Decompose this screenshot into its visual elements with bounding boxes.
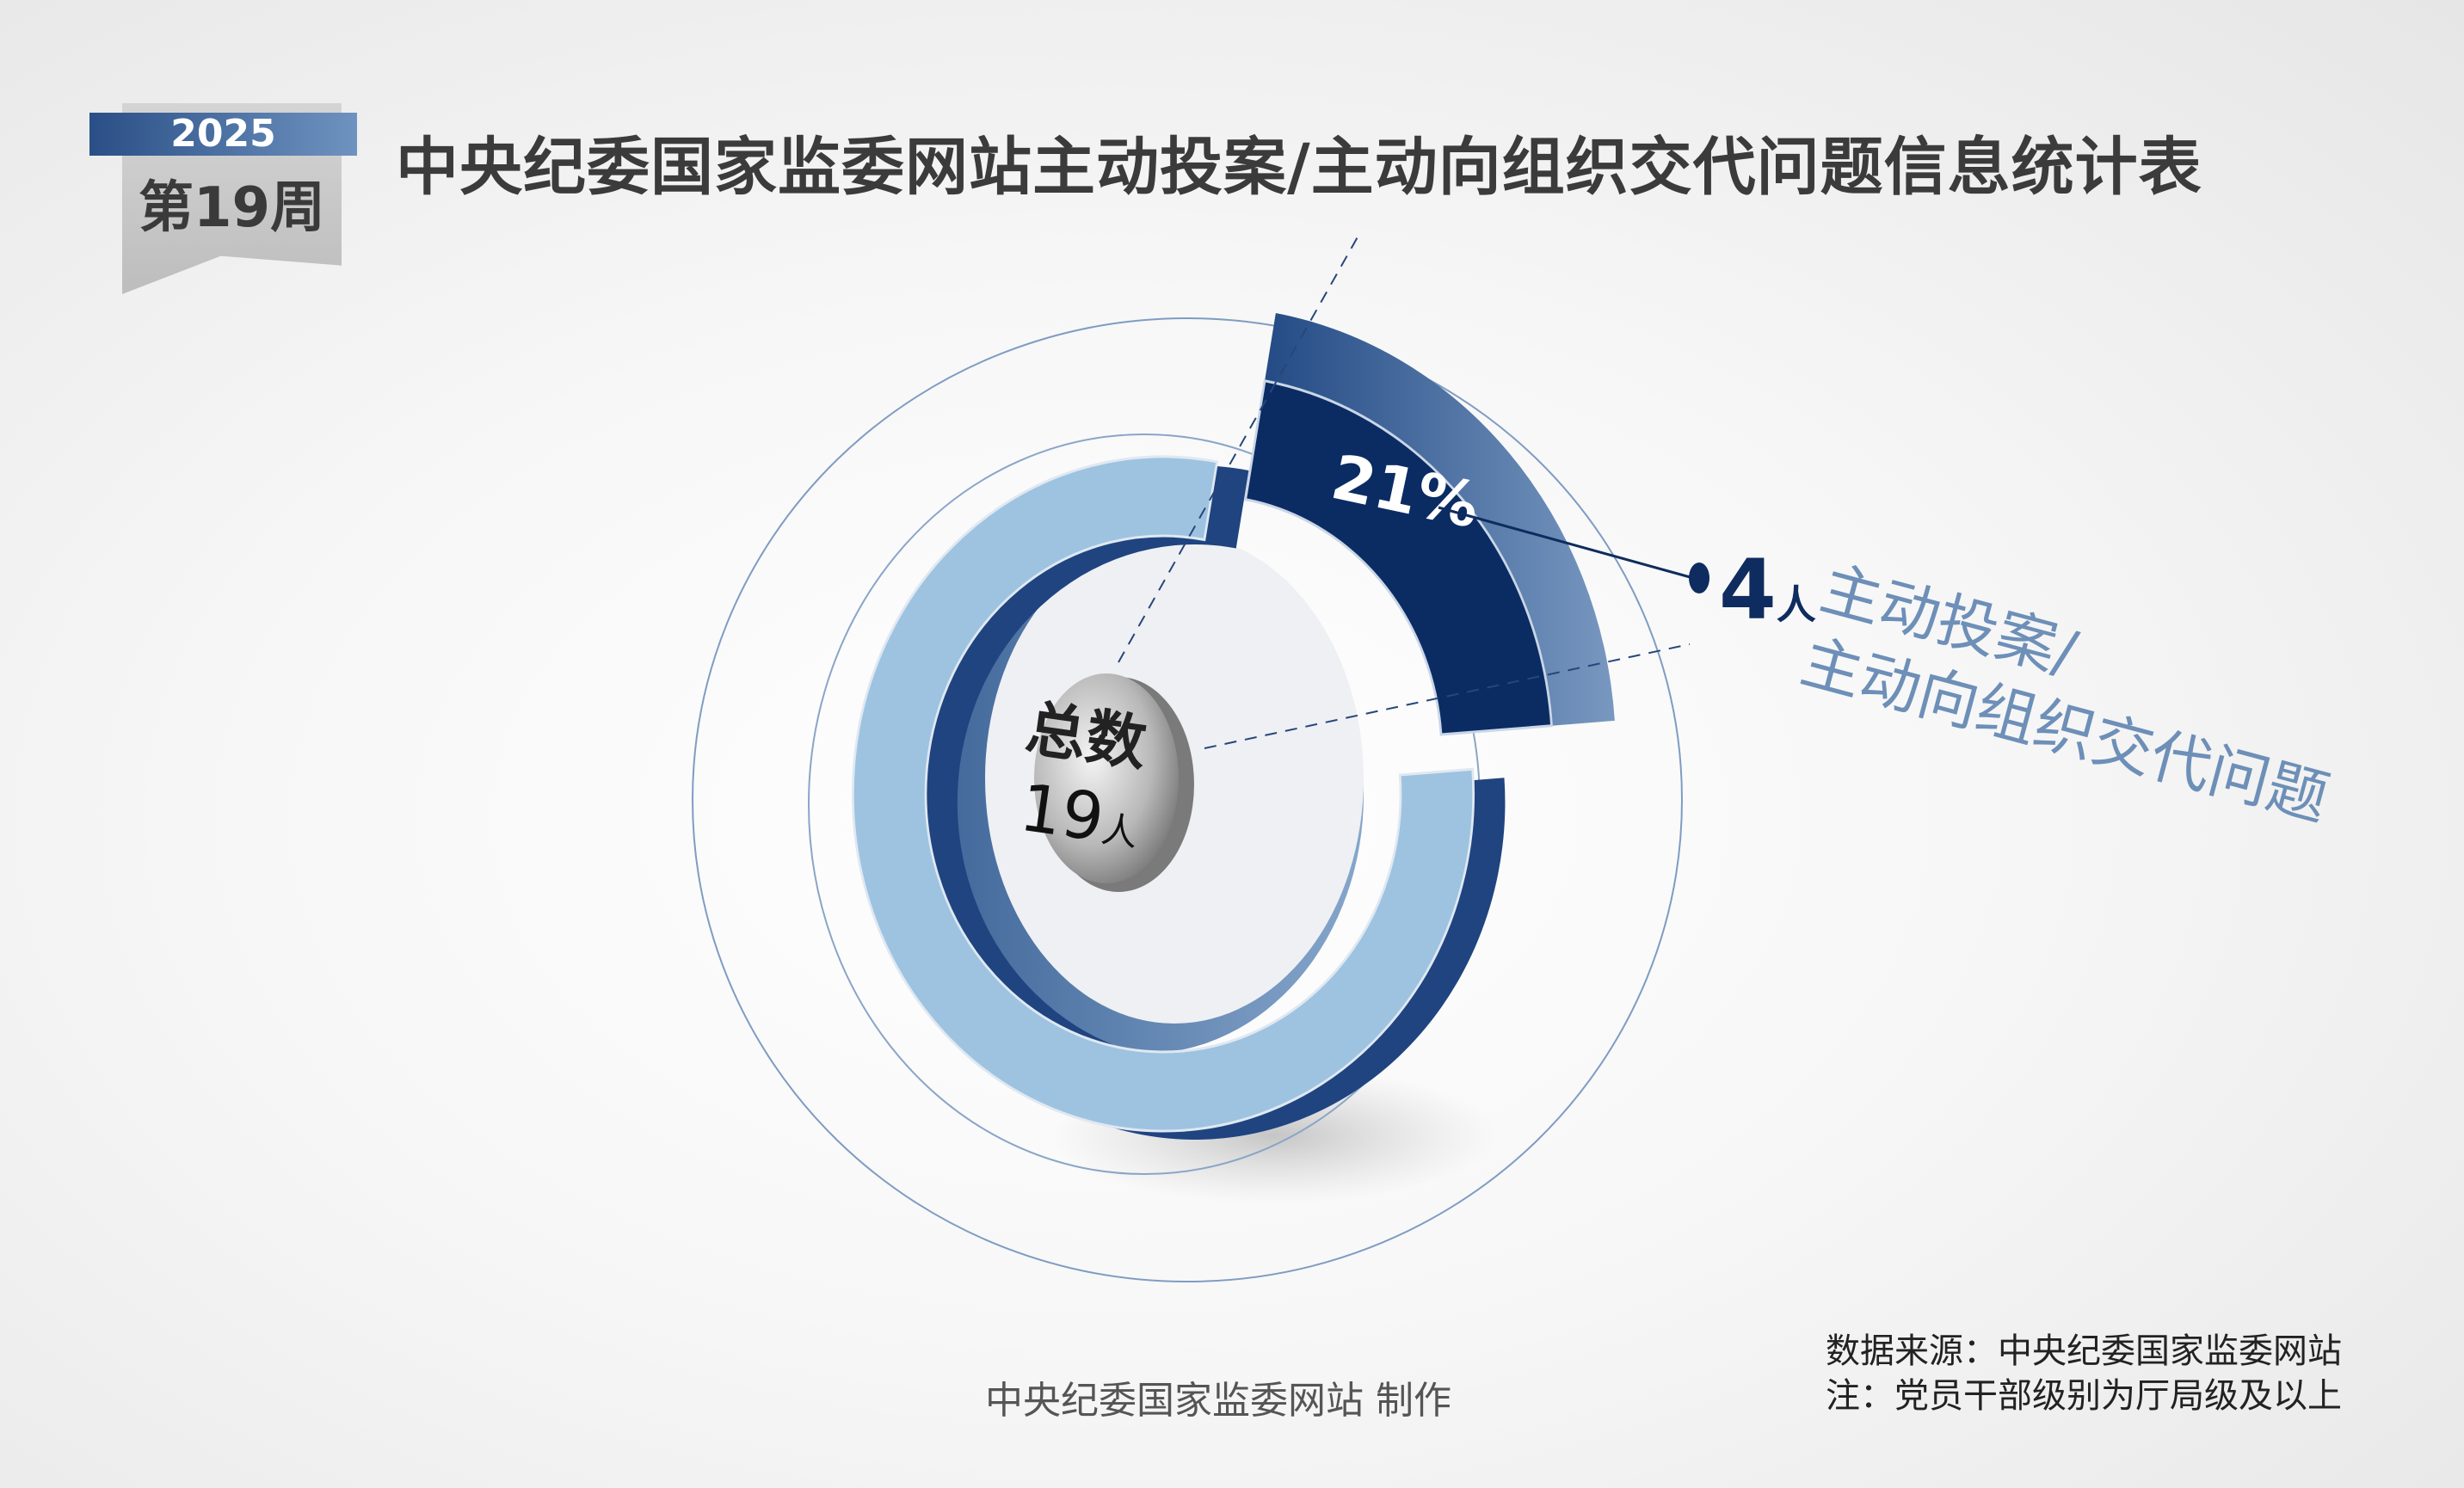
page-title: 中央纪委国家监委网站主动投案/主动向组织交代问题信息统计表 — [396, 131, 2202, 204]
pie-slice-highlighted — [1244, 379, 1553, 736]
year-ribbon: 2025 — [89, 113, 357, 156]
source-line: 数据来源：中央纪委国家监委网站 — [1826, 1331, 2342, 1371]
note-line: 注：党员干部级别为厅局级及以上 — [1826, 1376, 2342, 1416]
outer-guide-ring — [692, 317, 1683, 1282]
week-label: 第19周 — [138, 176, 326, 240]
highlighted-slice-side — [1265, 312, 1615, 726]
credit-text: 中央纪委国家监委网站 制作 — [985, 1379, 1451, 1423]
total-label: 总数 — [1022, 693, 1151, 780]
callout-value: 4人 — [1719, 542, 1816, 638]
pie-slice — [851, 455, 1475, 1133]
dashed-guide-right — [1204, 643, 1691, 749]
source-notes: 数据来源：中央纪委国家监委网站 注：党员干部级别为厅局级及以上 — [1826, 1329, 2342, 1418]
callout-leader — [1438, 506, 1694, 580]
footer-credit: 中央纪委国家监委网站 制作 — [0, 1369, 2464, 1424]
total-value: 19人 — [1015, 769, 1144, 861]
callout-dot — [1689, 563, 1709, 593]
center-disc — [1034, 673, 1179, 883]
week-badge: 2025 第19周 — [89, 103, 357, 294]
